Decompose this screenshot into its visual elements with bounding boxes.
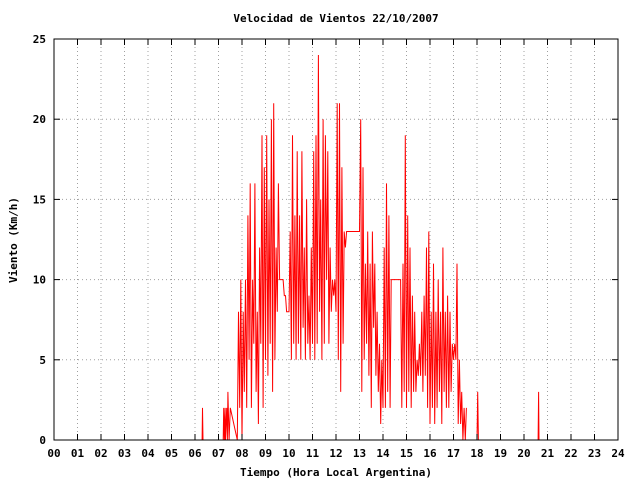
y-tick-label: 15 bbox=[33, 193, 46, 206]
y-axis-label: Viento (Km/h) bbox=[7, 197, 20, 283]
x-tick-label: 11 bbox=[306, 447, 320, 460]
x-tick-label: 23 bbox=[588, 447, 601, 460]
series-layer bbox=[201, 54, 540, 441]
x-tick-label: 04 bbox=[141, 447, 155, 460]
x-tick-label: 14 bbox=[376, 447, 390, 460]
y-axis: 0 5 10 15 20 25 bbox=[33, 33, 618, 447]
x-tick-label: 10 bbox=[282, 447, 295, 460]
x-tick-label: 08 bbox=[235, 447, 248, 460]
y-tick-label: 20 bbox=[33, 113, 46, 126]
x-tick-label: 18 bbox=[470, 447, 483, 460]
x-tick-label: 09 bbox=[259, 447, 272, 460]
x-tick-label: 22 bbox=[564, 447, 577, 460]
grid bbox=[54, 39, 618, 440]
x-tick-label: 01 bbox=[71, 447, 85, 460]
y-tick-label: 5 bbox=[39, 354, 46, 367]
y-tick-label: 10 bbox=[33, 274, 46, 287]
x-tick-label: 06 bbox=[188, 447, 202, 460]
x-tick-label: 12 bbox=[329, 447, 342, 460]
x-tick-label: 00 bbox=[47, 447, 60, 460]
x-tick-label: 21 bbox=[541, 447, 555, 460]
x-tick-label: 24 bbox=[611, 447, 625, 460]
x-tick-label: 16 bbox=[423, 447, 437, 460]
x-tick-label: 13 bbox=[353, 447, 366, 460]
x-tick-label: 15 bbox=[400, 447, 413, 460]
y-tick-label: 0 bbox=[39, 434, 46, 447]
x-tick-label: 07 bbox=[212, 447, 225, 460]
x-tick-label: 02 bbox=[94, 447, 107, 460]
x-tick-label: 20 bbox=[517, 447, 530, 460]
x-tick-label: 03 bbox=[118, 447, 131, 460]
chart-title: Velocidad de Vientos 22/10/2007 bbox=[233, 12, 438, 25]
x-tick-label: 17 bbox=[447, 447, 460, 460]
x-tick-label: 05 bbox=[165, 447, 178, 460]
x-axis: 00 01 02 03 04 05 06 07 08 09 10 11 12 13 14 15 16 17 18 19… bbox=[47, 39, 625, 460]
y-tick-label: 25 bbox=[33, 33, 46, 46]
wind-speed-line bbox=[201, 54, 540, 441]
x-axis-label: Tiempo (Hora Local Argentina) bbox=[240, 466, 432, 479]
x-tick-label: 19 bbox=[494, 447, 507, 460]
